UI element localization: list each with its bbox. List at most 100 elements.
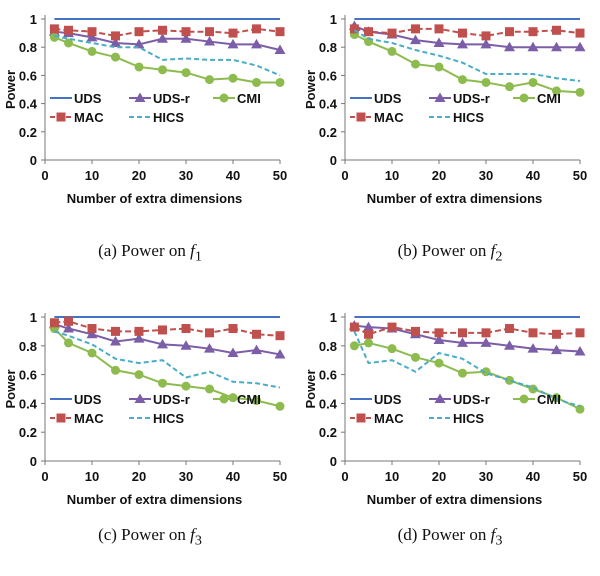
chart-c-xtick-label: 30 bbox=[179, 469, 193, 484]
chart-d-series-hics-line bbox=[353, 330, 581, 408]
chart-c-series-cmi-point bbox=[64, 338, 73, 348]
chart-a-legend-uds-r-marker bbox=[134, 92, 146, 102]
chart-d-series-mac-point bbox=[575, 328, 585, 338]
caption-b: (b) Power on f2 bbox=[300, 241, 600, 265]
chart-b-series-uds-r-point bbox=[574, 41, 586, 52]
chart-c-series-cmi-point bbox=[134, 370, 144, 380]
chart-c-x-axis-label: Number of extra dimensions bbox=[67, 492, 243, 507]
chart-d-series-mac-point bbox=[434, 328, 444, 338]
chart-a-series-mac-point bbox=[111, 31, 120, 41]
chart-b-series-mac-point bbox=[387, 28, 397, 38]
chart-c-series-uds-r bbox=[48, 318, 286, 359]
caption-a: (a) Power on f1 bbox=[0, 241, 300, 265]
chart-c-y-axis-label: Power bbox=[3, 369, 18, 408]
chart-c-ytick-label: 0.6 bbox=[19, 368, 37, 383]
chart-b-ytick-label: 0 bbox=[330, 153, 337, 168]
chart-b-series-cmi-point bbox=[528, 77, 538, 87]
caption-c-text: (c) Power on bbox=[98, 525, 186, 544]
chart-b-series-uds-r bbox=[348, 20, 586, 52]
chart-c-series-uds-r-point bbox=[180, 340, 192, 350]
chart-a-series-cmi-point bbox=[205, 75, 214, 85]
chart-d-series-mac-point bbox=[387, 322, 397, 332]
caption-c-sub: 3 bbox=[194, 532, 202, 549]
chart-c-xtick-label: 40 bbox=[226, 469, 240, 484]
chart-b-xtick-label: 10 bbox=[385, 168, 399, 183]
chart-d-legend-uds-r-marker bbox=[434, 393, 446, 403]
chart-b-xtick-label: 20 bbox=[432, 168, 446, 183]
chart-d-series-mac-point bbox=[349, 322, 359, 332]
chart-a-legend-uds-r-label: UDS-r bbox=[153, 91, 190, 106]
chart-a-series-mac bbox=[49, 24, 285, 41]
chart-a-series-cmi-point bbox=[275, 77, 285, 87]
chart-d-series-cmi-point bbox=[528, 384, 538, 394]
chart-d-series-uds-r-point bbox=[551, 344, 562, 355]
chart-c-series-mac-point bbox=[205, 328, 214, 338]
chart-d-series-mac-point bbox=[552, 329, 561, 339]
chart-c-ytick-label: 0 bbox=[30, 454, 37, 469]
chart-panel-c: 0 0.2 0.4 0.6 0.8 1 0 10 20 30 40 50 Number of extra… bbox=[0, 298, 300, 576]
caption-a-sub: 1 bbox=[194, 248, 202, 265]
chart-a-series-cmi-point bbox=[158, 65, 167, 75]
chart-b-series-cmi-point bbox=[552, 86, 561, 96]
chart-c-series-cmi-point bbox=[205, 384, 214, 394]
chart-b-series-cmi bbox=[349, 30, 585, 97]
chart-d-series-cmi-point bbox=[349, 341, 359, 351]
caption-b-text: (b) Power on bbox=[397, 241, 487, 260]
chart-d-legend-cmi-marker bbox=[519, 394, 529, 404]
chart-d-ytick-label: 0.2 bbox=[319, 425, 337, 440]
chart-c-series-cmi bbox=[49, 324, 285, 411]
chart-b-xtick-label: 50 bbox=[573, 168, 587, 183]
chart-a-series-mac-point bbox=[49, 24, 59, 34]
chart-a-series-cmi-point bbox=[134, 62, 144, 72]
chart-a-series-cmi-point bbox=[111, 52, 120, 62]
chart-c-series-uds-r-point bbox=[86, 328, 98, 339]
chart-c-ytick-label: 0.8 bbox=[19, 339, 37, 354]
chart-c-legend-mac-label: MAC bbox=[74, 411, 104, 426]
chart-a-legend-mac-label: MAC bbox=[74, 110, 104, 125]
chart-d-series-cmi-point bbox=[505, 375, 514, 385]
caption-b-sub: 2 bbox=[495, 248, 503, 265]
chart-b-ytick-label: 0.8 bbox=[319, 40, 337, 55]
chart-a-series-uds-r-point bbox=[180, 33, 192, 43]
chart-a-series-mac-point bbox=[252, 24, 261, 34]
chart-b-series-mac-point bbox=[505, 27, 514, 37]
caption-d: (d) Power on f3 bbox=[300, 525, 600, 549]
chart-d-series-mac-point bbox=[364, 329, 373, 339]
chart-c-xtick-label: 50 bbox=[273, 469, 287, 484]
chart-b-legend-mac-label: MAC bbox=[374, 110, 404, 125]
chart-b-series-mac-point bbox=[552, 25, 561, 35]
chart-d-series-mac-point bbox=[528, 328, 538, 338]
chart-c-series-uds-r-point bbox=[157, 338, 168, 349]
caption-d-text: (d) Power on bbox=[397, 525, 487, 544]
chart-c-series-mac bbox=[49, 316, 285, 341]
chart-d-series-uds-r-point bbox=[480, 337, 492, 347]
chart-a-series-uds-r-point bbox=[157, 33, 168, 43]
chart-b-series-cmi-point bbox=[505, 82, 514, 92]
caption-c: (c) Power on f3 bbox=[0, 525, 300, 549]
chart-c-legend-uds-r-label: UDS-r bbox=[153, 392, 190, 407]
chart-b-xtick-label: 0 bbox=[341, 168, 348, 183]
chart-c-legend-uds-r-marker bbox=[134, 393, 146, 403]
chart-a-series-cmi-point bbox=[64, 38, 73, 48]
chart-a-ytick-label: 0.8 bbox=[19, 40, 37, 55]
chart-b-ytick-label: 0.4 bbox=[319, 97, 338, 112]
chart-panel-a: 0 0.2 0.4 0.6 0.8 1 0 10 20 30 40 50 Number of extra… bbox=[0, 0, 300, 278]
chart-b-xtick-label: 40 bbox=[526, 168, 540, 183]
chart-d-x-axis-label: Number of extra dimensions bbox=[367, 492, 543, 507]
chart-b-ytick-label: 1 bbox=[330, 12, 337, 27]
chart-panel-b: 0 0.2 0.4 0.6 0.8 1 0 10 20 30 40 50 Number of extra… bbox=[300, 0, 600, 278]
chart-c-series-uds-r-point bbox=[110, 335, 121, 346]
chart-d-xtick-label: 20 bbox=[432, 469, 446, 484]
chart-a-xtick-label: 40 bbox=[226, 168, 240, 183]
chart-a-legend-hics-label: HICS bbox=[153, 110, 184, 125]
chart-a-legend: UDS UDS-r CMI MAC HICS bbox=[50, 91, 261, 125]
caption-a-math: f bbox=[190, 241, 195, 260]
chart-c-legend-uds-label: UDS bbox=[74, 392, 102, 407]
chart-b-legend-cmi-label: CMI bbox=[537, 91, 561, 106]
chart-c-series-uds-r-point bbox=[227, 347, 239, 357]
chart-c-legend-hics-label: HICS bbox=[153, 411, 184, 426]
chart-a-series-cmi bbox=[49, 32, 285, 87]
chart-c-ytick-label: 0.2 bbox=[19, 425, 37, 440]
chart-b-legend-mac-marker bbox=[356, 112, 366, 122]
chart-b-legend-uds-r-label: UDS-r bbox=[453, 91, 490, 106]
